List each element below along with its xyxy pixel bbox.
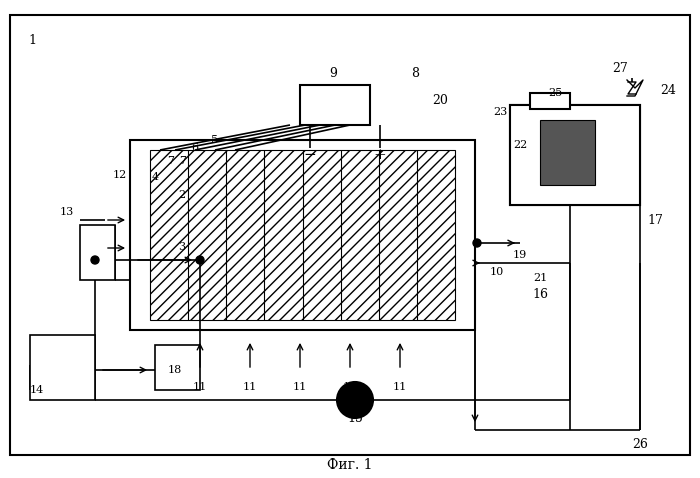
Text: Фиг. 1: Фиг. 1 [328,458,372,472]
Text: +: + [374,148,386,162]
Text: 14: 14 [30,385,44,395]
Bar [300,85,370,125]
Text: 3: 3 [178,242,185,252]
Text: 11: 11 [393,382,407,392]
Bar [155,345,200,390]
Bar [510,105,640,205]
Circle shape [196,256,204,264]
Text: 11: 11 [243,382,257,392]
Text: 7: 7 [167,156,174,166]
Text: 27: 27 [612,62,628,75]
Bar [35,340,90,395]
Bar [510,105,640,205]
Text: −: − [304,148,316,162]
Text: 5: 5 [211,135,218,145]
Text: 7: 7 [179,156,186,166]
Text: 19: 19 [513,250,527,260]
Text: 1: 1 [28,33,36,46]
Bar [130,140,475,330]
Text: 12: 12 [113,170,127,180]
Text: 17: 17 [647,214,663,227]
Text: 11: 11 [193,382,207,392]
Circle shape [337,382,373,418]
Text: 16: 16 [532,289,548,302]
Text: 13: 13 [60,207,74,217]
Bar [530,93,570,109]
Text: 24: 24 [660,84,676,97]
Text: 8: 8 [411,66,419,79]
Bar [150,150,455,320]
Bar [30,335,95,400]
Text: 21: 21 [533,273,547,283]
Text: 26: 26 [632,438,648,452]
Bar [80,225,115,280]
Text: 11: 11 [293,382,307,392]
Text: 4: 4 [151,172,159,182]
Text: 10: 10 [490,267,504,277]
Text: 6: 6 [191,143,199,153]
Text: 18: 18 [168,365,182,375]
Text: 23: 23 [493,107,507,117]
Circle shape [91,256,99,264]
Text: 15: 15 [347,412,363,424]
Text: 9: 9 [329,66,337,79]
Text: 22: 22 [513,140,527,150]
Bar [540,120,595,185]
Text: 20: 20 [432,94,448,107]
Circle shape [473,239,481,247]
Text: 2: 2 [178,190,185,200]
Text: 11: 11 [343,382,357,392]
Text: 25: 25 [548,88,562,98]
